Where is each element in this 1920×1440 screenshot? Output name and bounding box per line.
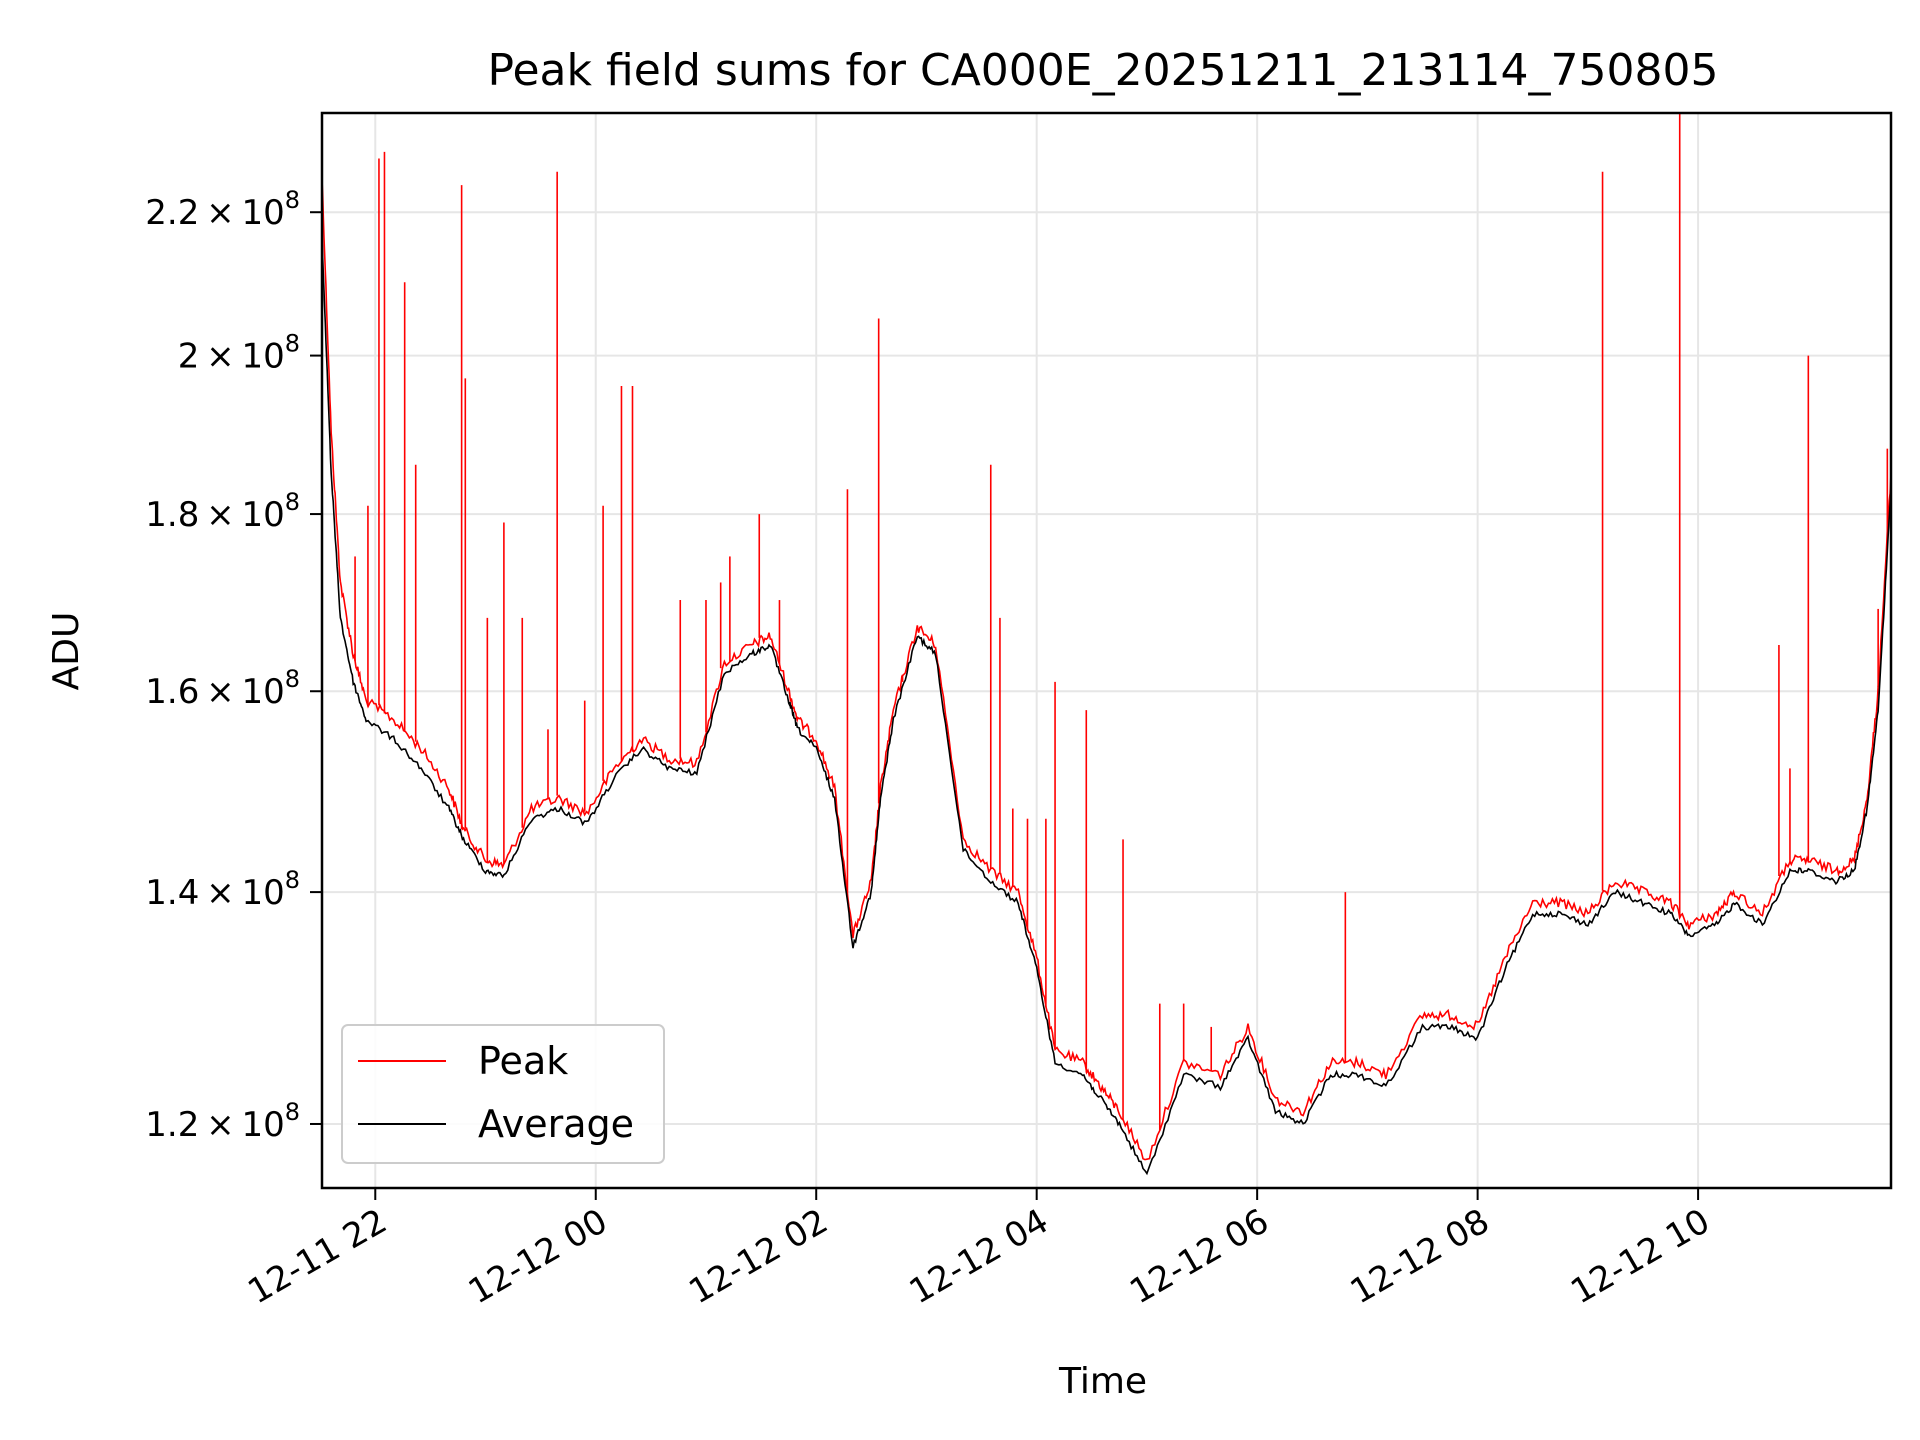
x-axis: 12-11 22 12-12 00 12-12 02 12-12 04 12-12 06… <box>241 1188 1717 1312</box>
series-layer <box>322 113 1891 1176</box>
series-peak-line <box>322 179 1891 1161</box>
legend-label-average: Average <box>478 1102 634 1146</box>
y-tick-label: 1.6 × 108 <box>145 665 300 712</box>
x-tick-label: 12-12 04 <box>903 1201 1055 1312</box>
x-tick-label: 12-12 08 <box>1344 1201 1496 1312</box>
x-tick-label: 12-12 00 <box>462 1201 614 1312</box>
x-tick-label: 12-11 22 <box>241 1201 393 1312</box>
y-axis-label: ADU <box>46 612 87 691</box>
legend-box <box>341 1024 665 1164</box>
y-tick-label: 1.2 × 108 <box>145 1098 300 1145</box>
legend: Peak Average <box>341 1024 665 1164</box>
y-tick-label: 2.2 × 108 <box>145 186 300 233</box>
x-tick-label: 12-12 10 <box>1564 1201 1716 1312</box>
x-tick-label: 12-12 06 <box>1123 1201 1275 1312</box>
y-tick-label: 1.8 × 108 <box>145 488 300 535</box>
chart-title: Peak field sums for CA000E_20251211_2131… <box>488 45 1719 96</box>
legend-label-peak: Peak <box>478 1039 568 1083</box>
plot-frame <box>320 111 1893 1190</box>
series-average-line <box>322 237 1891 1176</box>
y-axis: 1.2 × 108 1.4 × 108 1.6 × 108 1.8 × 108 2 × … <box>145 186 322 1145</box>
x-axis-label: Time <box>1058 1361 1147 1402</box>
x-tick-label: 12-12 02 <box>682 1201 834 1312</box>
y-tick-label: 2 × 108 <box>178 330 300 377</box>
grid <box>322 113 1891 1188</box>
y-tick-label: 1.4 × 108 <box>145 866 300 913</box>
